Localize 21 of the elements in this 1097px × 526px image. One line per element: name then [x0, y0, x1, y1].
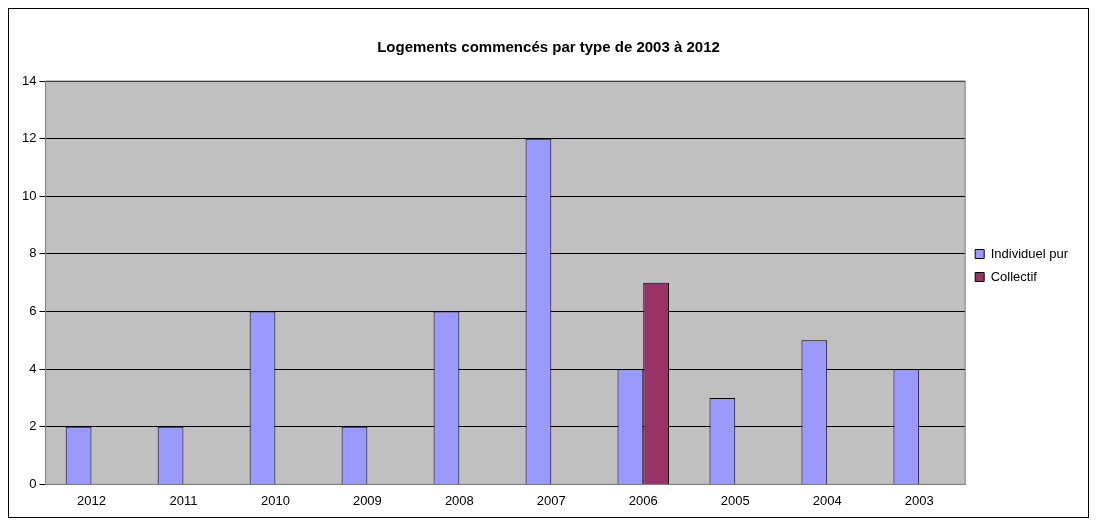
x-tick-label: 2011	[169, 492, 198, 508]
x-tick-label: 2003	[904, 492, 934, 508]
x-tick-label: 2012	[76, 492, 106, 508]
y-tick-label: 0	[29, 475, 37, 491]
y-tick-label: 6	[29, 303, 37, 319]
x-tick-label: 2007	[536, 492, 566, 508]
x-tick-label: 2010	[260, 492, 290, 508]
y-tick-label: 4	[29, 360, 37, 376]
x-tick-label: 2005	[720, 492, 750, 508]
y-tick-label: 8	[29, 245, 37, 261]
y-tick-label: 12	[21, 130, 37, 146]
y-tick-label: 10	[21, 187, 37, 203]
chart-title: Logements commencés par type de 2003 à 2012	[377, 38, 720, 56]
x-tick-label: 2004	[812, 492, 842, 508]
legend-label: Individuel pur	[990, 245, 1069, 261]
x-tick-label: 2006	[628, 492, 658, 508]
x-tick-label: 2009	[352, 492, 382, 508]
x-tick-label: 2008	[444, 492, 474, 508]
y-tick-label: 2	[29, 418, 37, 434]
y-tick-label: 14	[21, 72, 37, 88]
legend-label: Collectif	[990, 268, 1038, 284]
